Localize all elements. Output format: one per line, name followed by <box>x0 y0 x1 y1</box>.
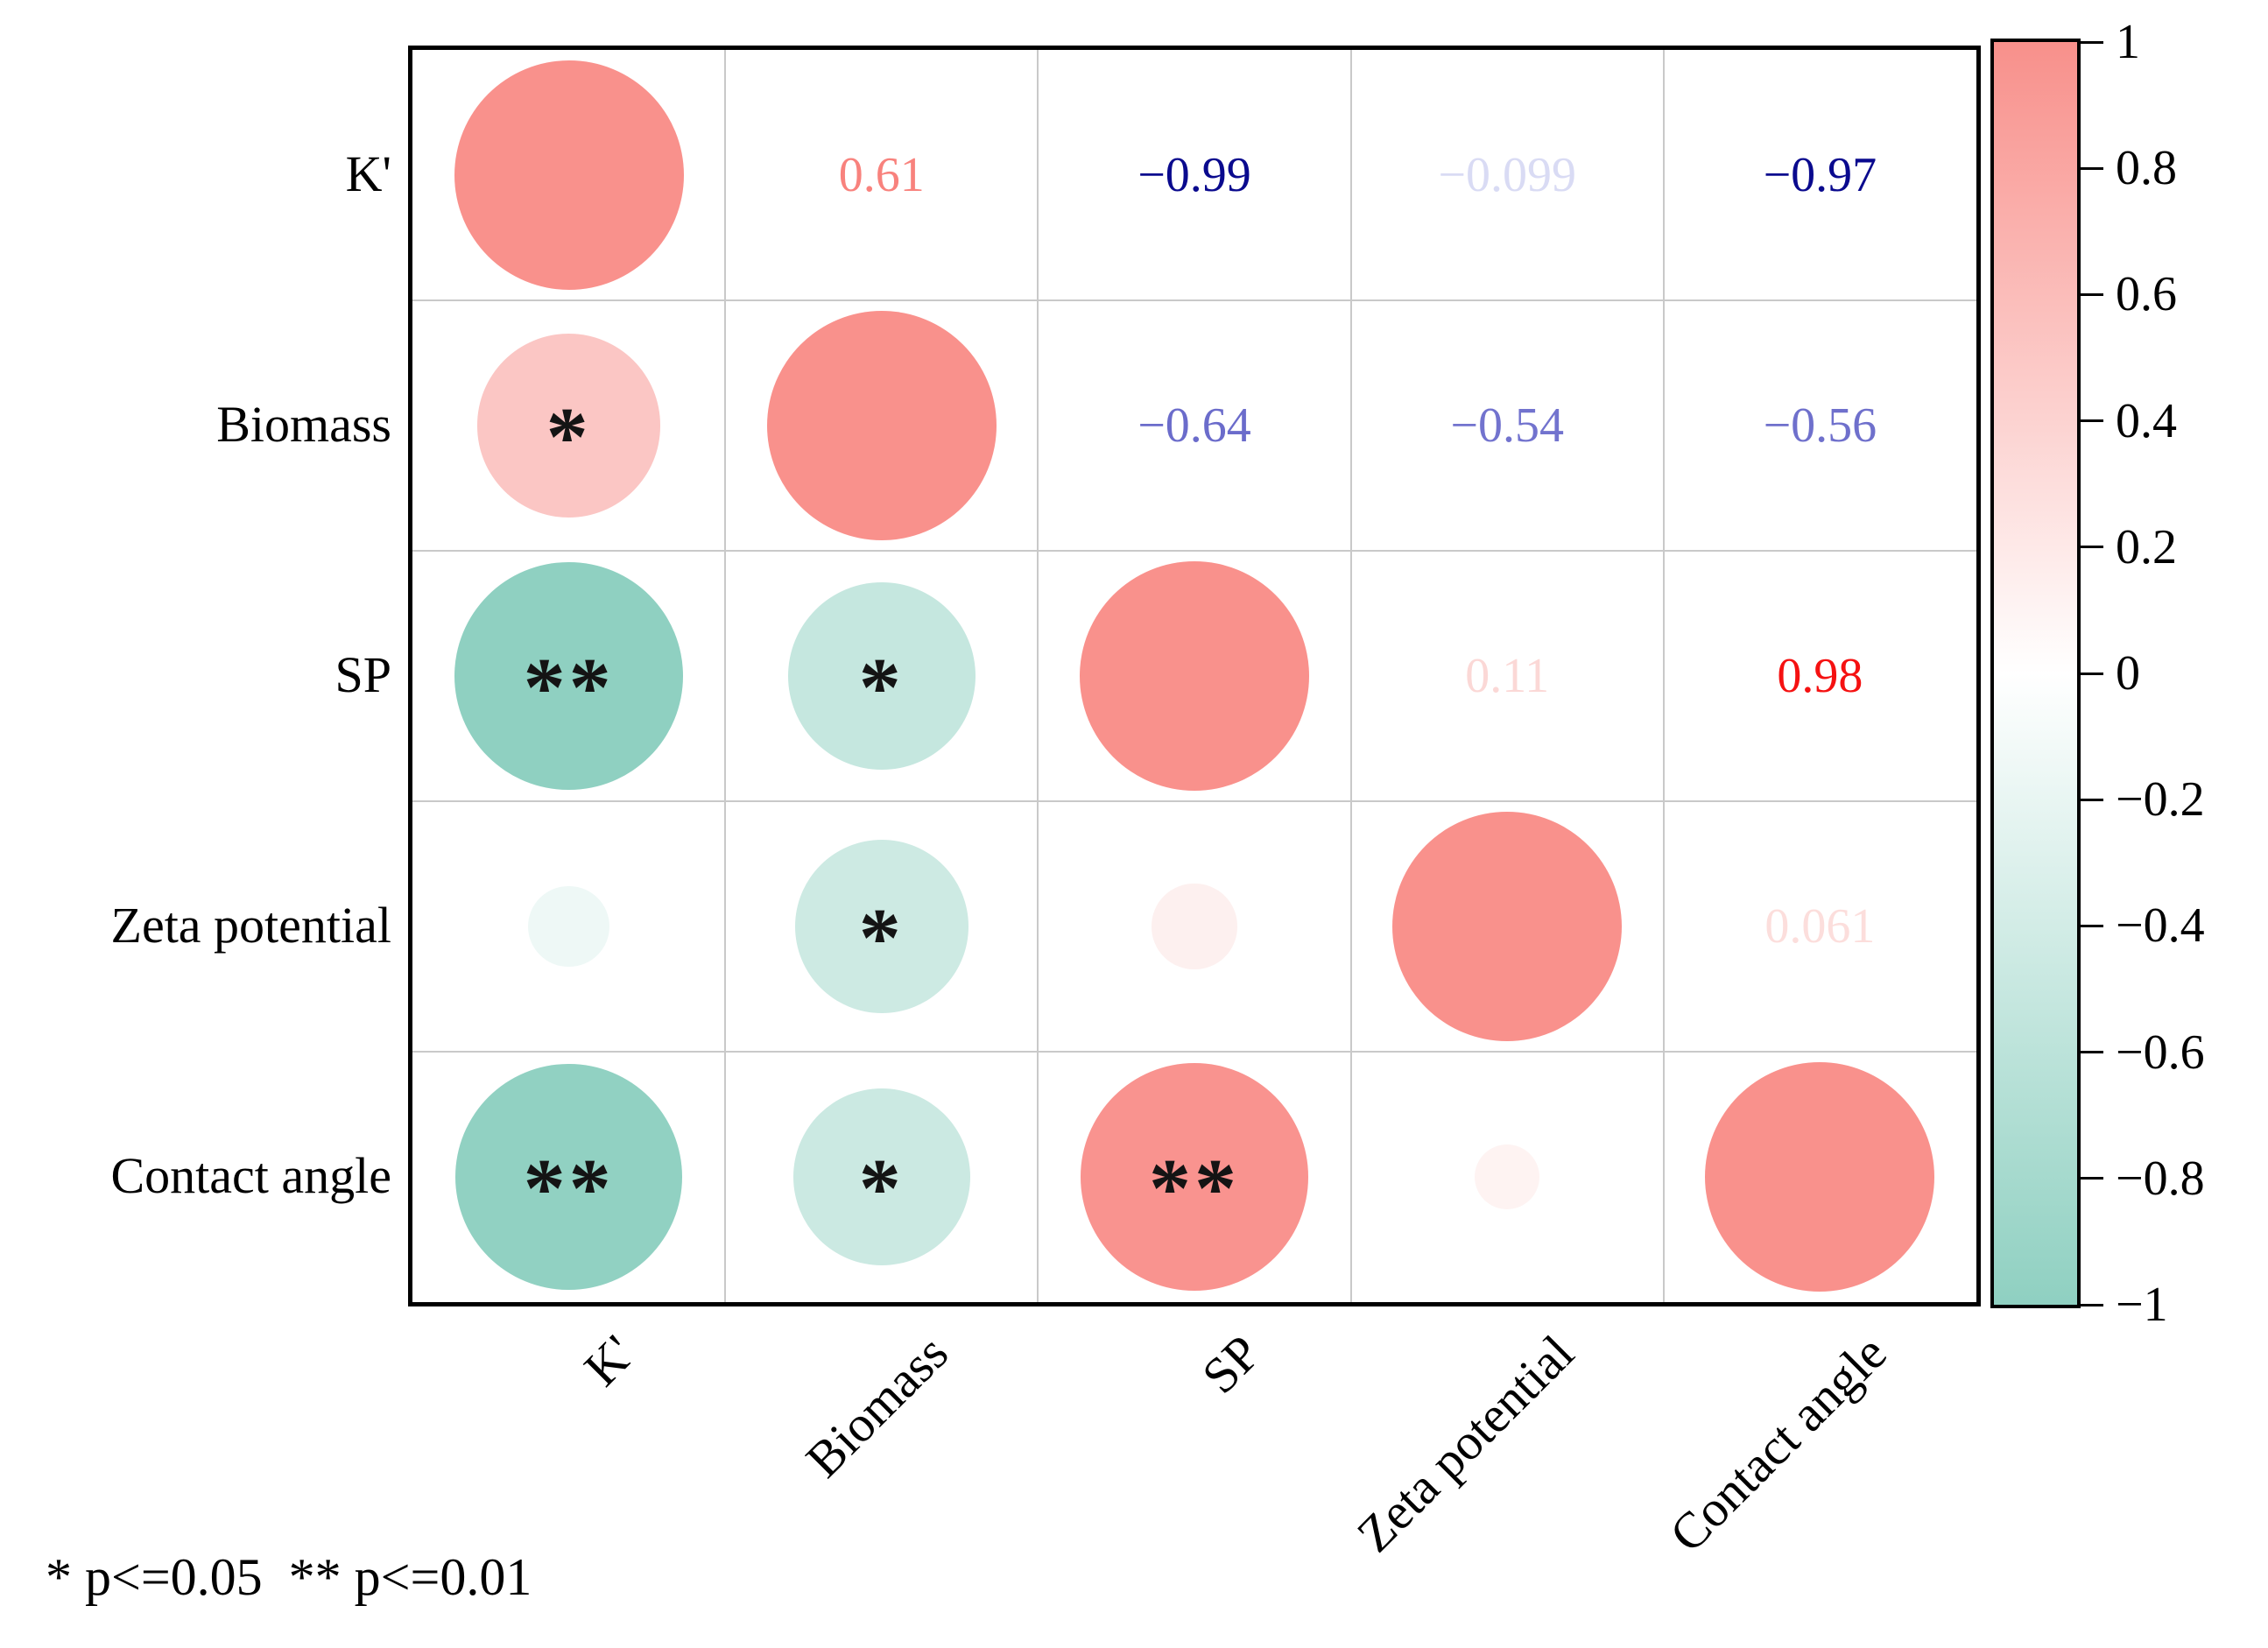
horizontal-gridline <box>412 299 1976 301</box>
correlation-circle <box>1152 884 1237 969</box>
correlation-circle: ** <box>454 561 683 791</box>
colorbar-tick-label: −0.8 <box>2116 1151 2205 1206</box>
correlation-circle: * <box>787 581 976 771</box>
column-label-2: Biomass <box>794 1324 959 1489</box>
correlation-circle: * <box>476 334 661 518</box>
colorbar-tick <box>2081 1051 2103 1054</box>
correlation-value: −0.56 <box>1763 398 1877 453</box>
colorbar-tick-label: −0.2 <box>2116 772 2205 828</box>
correlation-value: −0.099 <box>1438 148 1576 202</box>
significance-stars: ** <box>523 1141 615 1236</box>
significance-stars: * <box>858 1141 905 1236</box>
colorbar-tick-label: 0.4 <box>2116 393 2177 448</box>
correlation-value: 0.11 <box>1465 649 1550 703</box>
correlation-circle <box>454 60 684 290</box>
horizontal-gridline <box>412 1051 1976 1053</box>
vertical-gridline <box>724 50 727 1302</box>
correlation-value: −0.99 <box>1138 148 1251 202</box>
significance-stars: * <box>858 891 905 985</box>
colorbar-tick-label: −0.4 <box>2116 898 2205 954</box>
colorbar-tick-label: 0.2 <box>2116 519 2177 574</box>
correlation-value: −0.64 <box>1138 398 1251 453</box>
correlation-circle: ** <box>1081 1063 1308 1291</box>
colorbar-tick <box>2081 419 2103 423</box>
colorbar-tick-label: 0.8 <box>2116 141 2177 196</box>
column-label-3: SP <box>1191 1324 1272 1405</box>
colorbar-tick-label: 0.6 <box>2116 267 2177 322</box>
colorbar-tick-label: −1 <box>2116 1278 2168 1332</box>
colorbar-tick <box>2081 292 2103 296</box>
correlation-circle <box>528 885 609 968</box>
colorbar-tick <box>2081 1303 2103 1306</box>
colorbar-tick-label: −0.6 <box>2116 1025 2205 1080</box>
correlation-value: 0.061 <box>1764 899 1876 954</box>
colorbar-tick <box>2081 166 2103 170</box>
row-label-1: K' <box>345 144 391 202</box>
colorbar-tick <box>2081 546 2103 549</box>
vertical-gridline <box>1662 50 1665 1302</box>
colorbar-tick <box>2081 798 2103 801</box>
correlation-circle <box>766 311 997 540</box>
correlation-circle <box>1474 1144 1540 1210</box>
correlation-value: −0.54 <box>1450 398 1564 453</box>
horizontal-gridline <box>412 550 1976 552</box>
significance-legend: * p<=0.05 ** p<=0.01 <box>46 1548 532 1606</box>
correlation-circle <box>1392 812 1623 1041</box>
significance-stars: ** <box>523 640 615 735</box>
colorbar-tick <box>2081 40 2103 44</box>
colorbar-tick-label: 0 <box>2116 646 2140 701</box>
significance-stars: * <box>546 390 592 484</box>
row-label-2: Biomass <box>216 395 391 453</box>
correlation-value: 0.61 <box>838 148 925 202</box>
correlation-circle: * <box>792 1088 970 1265</box>
vertical-gridline <box>1349 50 1352 1302</box>
correlation-circle: ** <box>455 1063 682 1291</box>
colorbar-tick <box>2081 924 2103 927</box>
column-label-1: K' <box>573 1324 646 1398</box>
vertical-gridline <box>1037 50 1039 1302</box>
colorbar-tick <box>2081 1177 2103 1180</box>
colorbar-tick-label: 1 <box>2116 15 2140 69</box>
significance-stars: ** <box>1148 1141 1240 1236</box>
row-label-5: Contact angle <box>110 1146 391 1204</box>
matrix-plot-border <box>408 46 1981 1306</box>
correlation-value: −0.97 <box>1763 148 1877 202</box>
significance-stars: * <box>858 640 905 735</box>
correlation-value: 0.98 <box>1777 649 1863 703</box>
row-label-4: Zeta potential <box>110 896 391 954</box>
row-label-3: SP <box>335 645 391 703</box>
correlation-circle <box>1705 1062 1935 1292</box>
column-label-5: Contact angle <box>1658 1324 1898 1563</box>
colorbar-tick <box>2081 672 2103 675</box>
column-label-4: Zeta potential <box>1345 1324 1585 1563</box>
horizontal-gridline <box>412 800 1976 802</box>
correlation-circle <box>1080 561 1309 791</box>
colorbar <box>1990 39 2081 1308</box>
correlation-circle: * <box>794 839 969 1014</box>
